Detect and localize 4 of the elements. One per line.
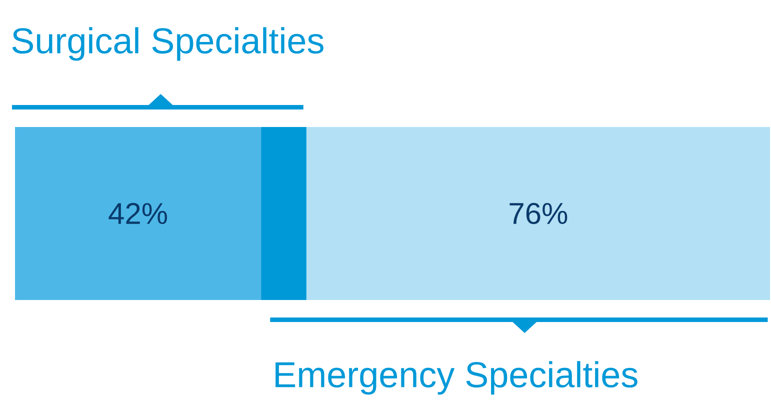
data-label: 76% [510,202,568,224]
category-label: Surgical Specialties [12,27,324,61]
data-label: 42% [108,202,167,224]
category-label: Emergency Specialties [276,361,638,395]
